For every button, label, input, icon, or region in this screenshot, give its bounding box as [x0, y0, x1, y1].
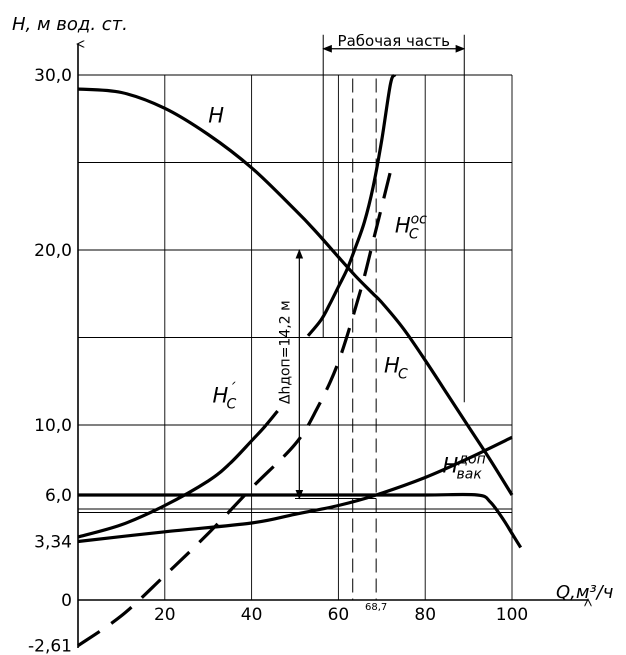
y-tick-label: 0 [61, 591, 72, 611]
grid [78, 74, 513, 600]
curve-label: H´ C [213, 381, 237, 412]
x-tick-label: 80 [414, 605, 436, 625]
operating-point-label: 68,7 [365, 602, 387, 613]
curve-hc [306, 73, 397, 337]
curve-label: HC [384, 354, 408, 383]
x-tick-label: 60 [328, 605, 350, 625]
y-tick-label: 6,0 [45, 486, 72, 506]
x-tick-label: 40 [241, 605, 263, 625]
curve-hcoc [77, 170, 393, 648]
working-range-label: Рабочая часть [338, 32, 450, 50]
labels: 20 40 60 80 100 -2,61 0 3,34 6,0 10,0 20,0 30,0 H, м… [12, 14, 613, 655]
curve-hvakdop [78, 492, 523, 549]
curve-label: H [208, 103, 224, 127]
curve-systemparabola [77, 435, 513, 544]
curve-label: Hдоп вак [443, 451, 486, 482]
y-tick-label: 3,34 [34, 533, 72, 553]
x-tick-label: 20 [154, 605, 176, 625]
y-tick-label: 10,0 [34, 416, 72, 436]
x-axis-label: Q,м³/ч [556, 582, 613, 603]
curves [77, 73, 523, 648]
delta-label: Δhдоп=14,2 м [277, 300, 293, 404]
curve-h [77, 87, 514, 496]
annotations [286, 34, 466, 500]
axes [78, 44, 588, 648]
y-axis-label: H, м вод. ст. [12, 14, 128, 35]
x-tick-label: 100 [496, 605, 528, 625]
y-tick-label: 20,0 [34, 241, 72, 261]
y-tick-label: 30,0 [34, 66, 72, 86]
reference-lines [352, 78, 377, 600]
curve-label: Hoc C [395, 212, 427, 243]
y-tick-label: -2,61 [28, 637, 72, 655]
curve-hc [77, 409, 279, 539]
